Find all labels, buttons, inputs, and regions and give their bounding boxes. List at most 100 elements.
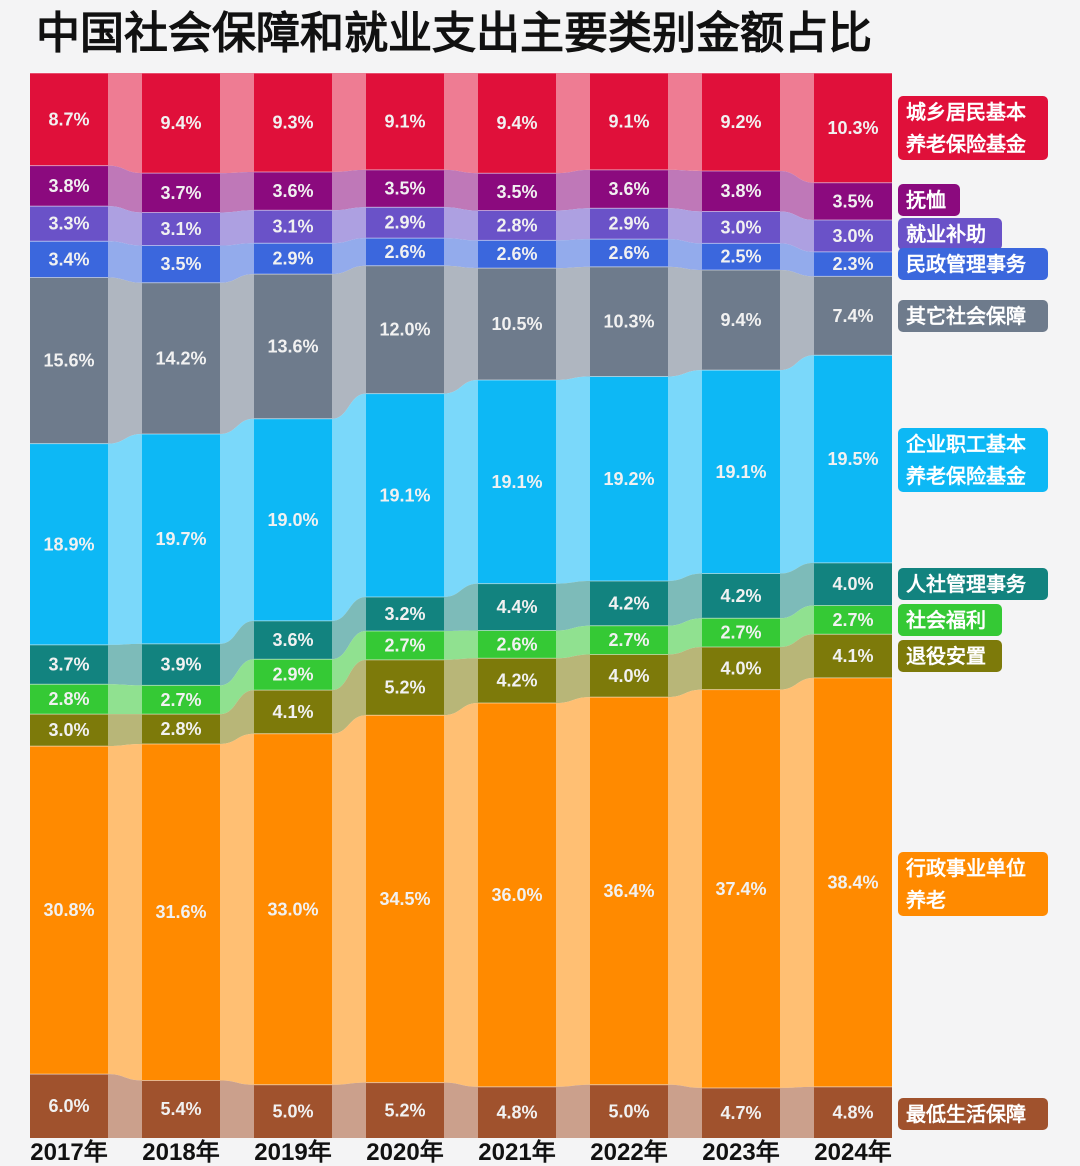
legend-item: 抚恤	[898, 184, 960, 216]
legend-item: 最低生活保障	[898, 1098, 1048, 1130]
bar-segment	[478, 73, 556, 174]
legend-label: 就业补助	[906, 222, 986, 246]
bar-segment	[702, 73, 780, 171]
bar-segment	[142, 643, 220, 686]
flow-band	[444, 630, 478, 660]
bar-segment	[142, 685, 220, 715]
bar-segment	[590, 1084, 668, 1138]
bar-segment	[814, 73, 892, 183]
value-label: 4.2%	[608, 593, 649, 613]
value-label: 3.4%	[48, 249, 89, 269]
value-label: 4.8%	[496, 1102, 537, 1122]
bar-segment	[478, 173, 556, 211]
bar-segment	[254, 733, 332, 1085]
flow-band	[780, 355, 814, 574]
value-label: 2.9%	[272, 665, 313, 685]
flow-band	[668, 618, 702, 655]
value-label: 3.6%	[272, 181, 313, 201]
value-label: 7.4%	[832, 306, 873, 326]
flow-band	[220, 210, 254, 246]
bar-segment	[142, 434, 220, 644]
flow-band	[220, 1080, 254, 1138]
flow-band	[220, 659, 254, 715]
flow-band	[220, 73, 254, 174]
bar-segment	[478, 583, 556, 631]
bar-segment	[702, 689, 780, 1088]
value-label: 3.5%	[384, 179, 425, 199]
value-label: 3.2%	[384, 604, 425, 624]
bar-segment	[366, 631, 444, 660]
legend-label: 行政事业单位	[906, 856, 1026, 880]
bar-segment	[254, 690, 332, 734]
flow-band	[780, 677, 814, 1088]
bar-segment	[702, 370, 780, 574]
x-tick-label: 2020年	[366, 1138, 443, 1166]
flow-band	[332, 169, 366, 211]
flow-band	[444, 73, 478, 174]
x-tick-label: 2018年	[142, 1138, 219, 1166]
value-label: 3.8%	[720, 181, 761, 201]
value-label: 3.0%	[48, 720, 89, 740]
value-label: 10.3%	[603, 312, 654, 332]
bar-segment	[814, 1086, 892, 1138]
value-label: 6.0%	[48, 1096, 89, 1116]
flow-band	[108, 73, 142, 174]
x-tick-label: 2019年	[254, 1138, 331, 1166]
value-label: 9.3%	[272, 112, 313, 132]
bar-segment	[366, 73, 444, 170]
flow-band	[668, 208, 702, 244]
bar-segment	[478, 210, 556, 241]
legend-label: 退役安置	[906, 644, 986, 668]
value-label: 2.9%	[384, 213, 425, 233]
bar-segment	[142, 743, 220, 1081]
value-label: 5.4%	[160, 1099, 201, 1119]
value-label: 2.9%	[272, 249, 313, 269]
value-label: 2.6%	[496, 634, 537, 654]
bar-segment	[478, 630, 556, 659]
flow-band	[108, 714, 142, 747]
legend-item: 其它社会保障	[898, 300, 1048, 332]
x-tick-label: 2023年	[702, 1138, 779, 1166]
bar-segment	[366, 238, 444, 266]
flow-band	[220, 620, 254, 686]
flow-band	[444, 658, 478, 716]
flow-band	[556, 625, 590, 659]
bar-segment	[590, 208, 668, 240]
value-label: 4.0%	[720, 658, 761, 678]
value-label: 19.1%	[491, 472, 542, 492]
legend-label: 其它社会保障	[906, 304, 1026, 328]
value-label: 15.6%	[43, 351, 94, 371]
value-label: 2.8%	[160, 719, 201, 739]
legend-label: 社会福利	[906, 608, 986, 632]
bar-segment	[254, 171, 332, 211]
legend-label: 民政管理事务	[906, 252, 1026, 276]
legend-label: 城乡居民基本	[906, 100, 1026, 124]
flow-band	[668, 73, 702, 171]
flow-band	[556, 1084, 590, 1138]
flow-band	[108, 643, 142, 686]
value-label: 3.5%	[496, 182, 537, 202]
flow-band	[108, 206, 142, 246]
bar-segment	[254, 210, 332, 244]
bar-segment	[142, 282, 220, 435]
bar-segment	[366, 265, 444, 394]
flow-band	[780, 270, 814, 371]
bar-segment	[30, 746, 108, 1075]
legend-label: 人社管理事务	[906, 572, 1026, 596]
flow-band	[220, 274, 254, 435]
value-label: 2.7%	[608, 630, 649, 650]
value-label: 36.0%	[491, 885, 542, 905]
flow-band	[108, 684, 142, 715]
legend-label: 养老保险基金	[906, 132, 1026, 156]
flow-band	[668, 689, 702, 1088]
bar-segment	[30, 206, 108, 242]
value-label: 3.0%	[720, 217, 761, 237]
value-label: 2.6%	[496, 244, 537, 264]
flow-bands	[108, 73, 814, 1138]
legend-label: 抚恤	[906, 188, 946, 212]
bar-segment	[254, 73, 332, 172]
flow-band	[444, 238, 478, 269]
value-label: 2.7%	[160, 690, 201, 710]
flow-band	[108, 1074, 142, 1138]
